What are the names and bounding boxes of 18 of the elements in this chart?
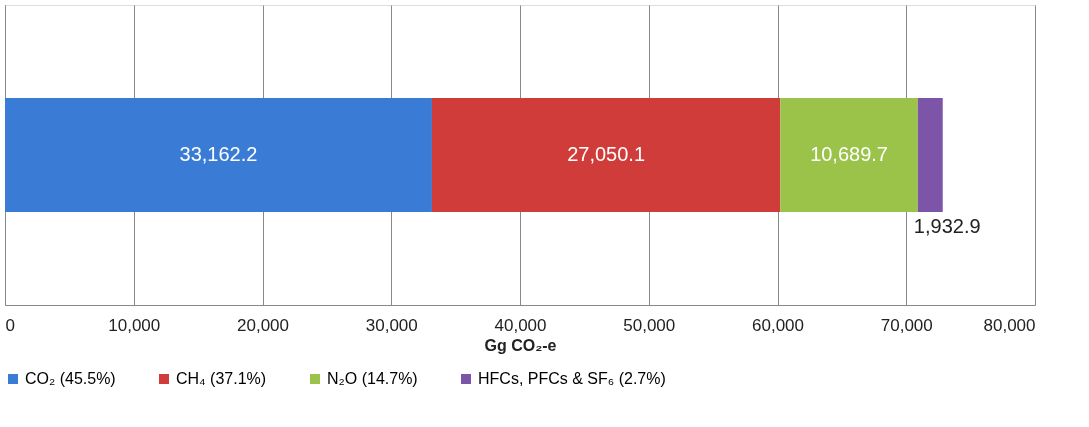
legend-label: CH₄ (37.1%) — [176, 370, 267, 387]
x-tick-label: 70,000 — [880, 315, 933, 335]
x-tick-label: 60,000 — [752, 315, 804, 335]
data-label: 1,932.9 — [913, 215, 981, 237]
data-label: 10,689.7 — [810, 143, 888, 165]
x-axis-title: Gg CO₂-e — [484, 336, 557, 354]
x-tick-label: 30,000 — [365, 315, 418, 335]
legend-label: N₂O (14.7%) — [327, 370, 418, 387]
data-label: 33,162.2 — [179, 143, 258, 165]
x-tick-label: 40,000 — [494, 315, 547, 335]
legend-label: HFCs, PFCs & SF₆ (2.7%) — [478, 370, 666, 387]
x-tick-label: 20,000 — [237, 315, 289, 335]
legend-label: CO₂ (45.5%) — [25, 370, 116, 387]
x-tick-label: 80,000 — [983, 315, 1036, 335]
x-tick-label: 50,000 — [623, 315, 676, 335]
data-label: 27,050.1 — [567, 143, 646, 165]
x-tick-label: 0 — [5, 315, 15, 335]
x-tick-label: 10,000 — [108, 315, 161, 335]
